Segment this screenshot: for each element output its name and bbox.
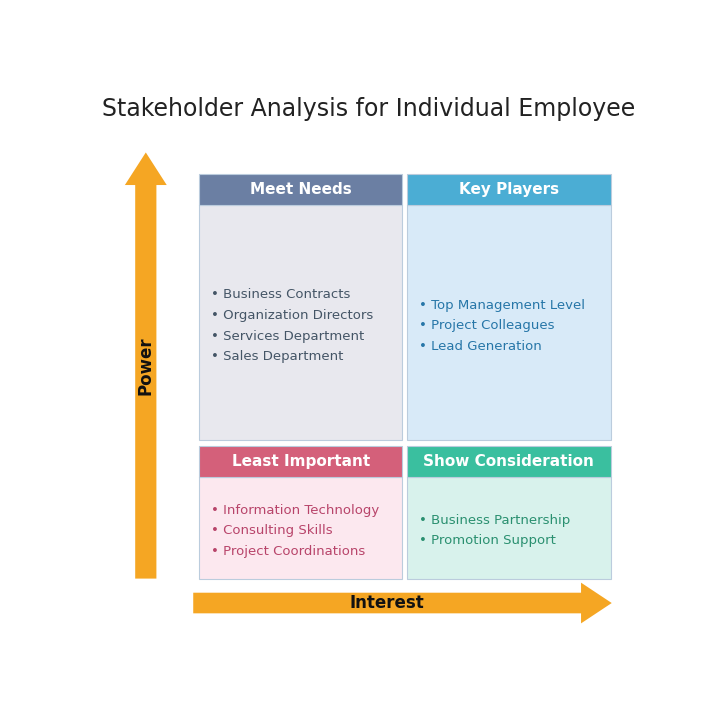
Text: Least Important: Least Important	[232, 453, 370, 469]
Polygon shape	[125, 152, 167, 579]
Text: • Top Management Level: • Top Management Level	[419, 299, 585, 312]
Text: Power: Power	[137, 336, 155, 395]
Text: Show Consideration: Show Consideration	[423, 453, 594, 469]
Bar	[407, 174, 611, 205]
Text: • Sales Department: • Sales Department	[211, 350, 343, 363]
Text: Stakeholder Analysis for Individual Employee: Stakeholder Analysis for Individual Empl…	[102, 97, 636, 121]
Text: • Business Partnership: • Business Partnership	[419, 514, 570, 527]
Text: • Consulting Skills: • Consulting Skills	[211, 524, 333, 537]
Text: Interest: Interest	[350, 594, 425, 612]
Polygon shape	[193, 582, 612, 623]
Bar	[407, 446, 611, 477]
Bar	[199, 477, 402, 579]
Bar	[199, 446, 402, 477]
Text: • Services Department: • Services Department	[211, 329, 364, 343]
Text: • Promotion Support: • Promotion Support	[419, 534, 556, 548]
Bar	[407, 477, 611, 579]
Bar	[199, 174, 402, 205]
Text: Meet Needs: Meet Needs	[250, 182, 351, 197]
Bar	[407, 205, 611, 440]
Text: Key Players: Key Players	[459, 182, 559, 197]
Text: • Organization Directors: • Organization Directors	[211, 309, 374, 322]
Text: • Project Coordinations: • Project Coordinations	[211, 545, 365, 558]
Text: • Information Technology: • Information Technology	[211, 503, 379, 517]
Bar	[199, 205, 402, 440]
Text: • Project Colleagues: • Project Colleagues	[419, 319, 554, 332]
Text: • Lead Generation: • Lead Generation	[419, 340, 542, 353]
Text: • Business Contracts: • Business Contracts	[211, 288, 351, 301]
